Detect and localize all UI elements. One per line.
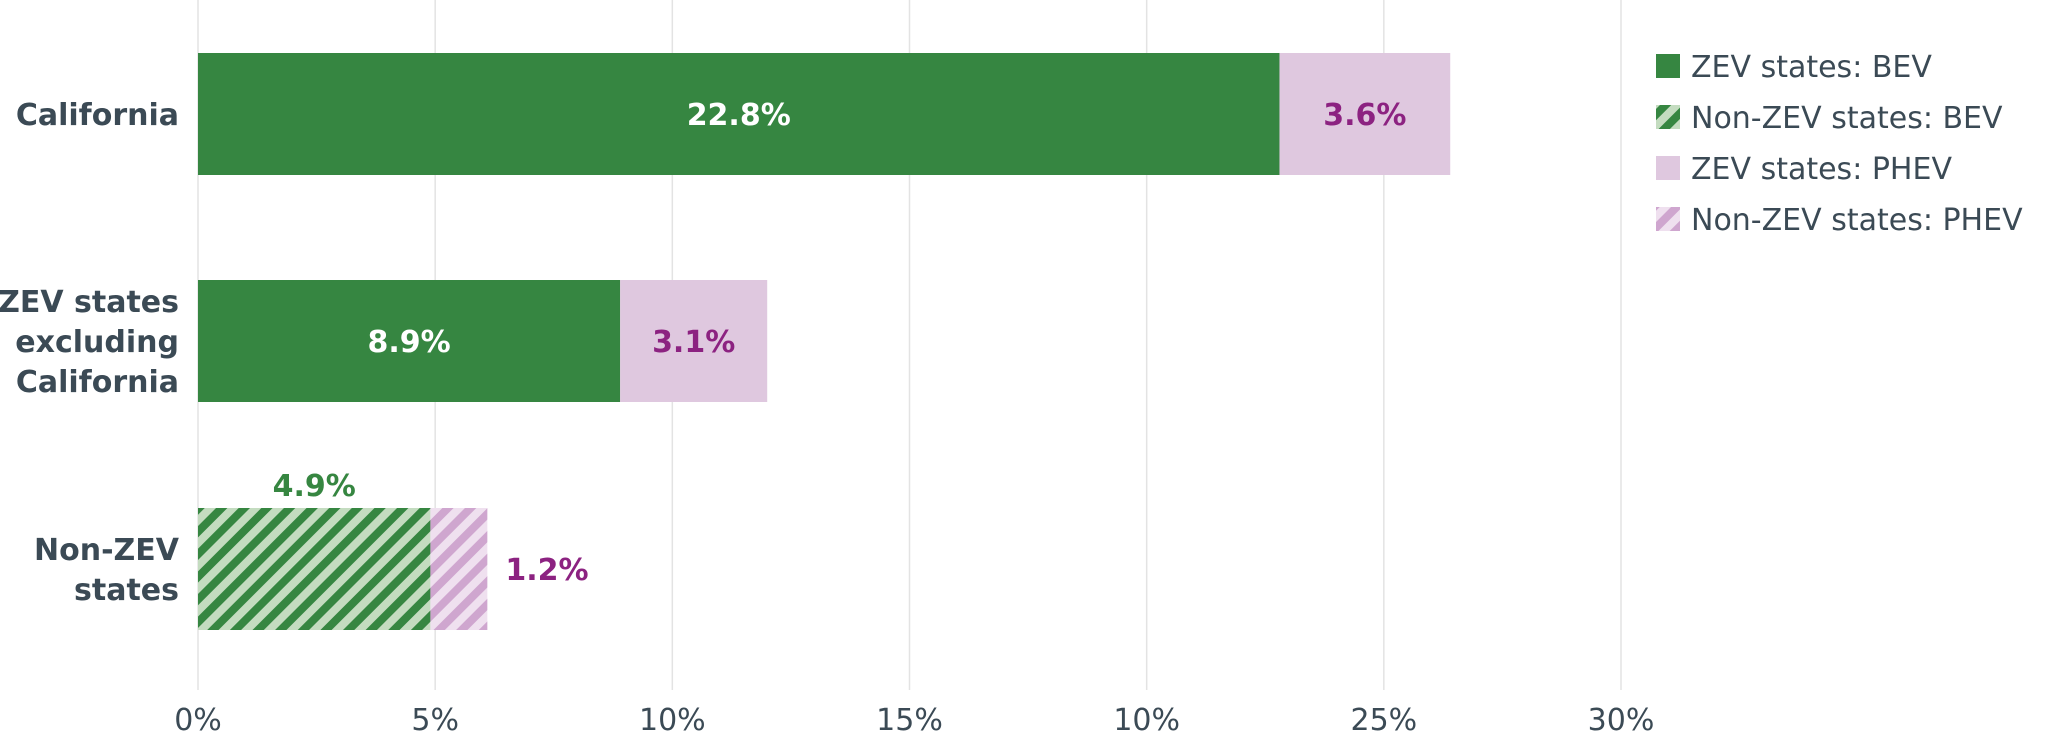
x-tick-label: 10% (639, 703, 706, 737)
legend-label: Non-ZEV states: BEV (1691, 101, 2003, 136)
data-label: 4.9% (273, 469, 356, 504)
x-tick-label: 0% (174, 703, 222, 737)
category-labels: California ZEV states excluding California N… (0, 98, 180, 608)
bars (198, 53, 1451, 630)
legend-swatch (1656, 105, 1680, 129)
bar-segment (198, 280, 621, 402)
x-tick-label: 25% (1350, 703, 1417, 737)
x-tick-label: 15% (876, 703, 943, 737)
legend-label: Non-ZEV states: PHEV (1691, 203, 2023, 238)
category-label: ZEV states excluding California (0, 285, 179, 400)
data-label: 1.2% (505, 553, 588, 588)
x-axis-tick-labels: 0% 5% 10% 15% 10% 25% 30% (174, 703, 1654, 737)
data-labels: 22.8% 3.6% 8.9% 3.1% 4.9% 1.2% (273, 98, 1407, 588)
data-label: 3.6% (1323, 98, 1406, 133)
legend-label: ZEV states: BEV (1691, 50, 1932, 85)
category-label: Non-ZEV states (34, 533, 180, 608)
data-label: 8.9% (367, 325, 450, 360)
data-label: 22.8% (687, 98, 791, 133)
x-tick-label: 30% (1588, 703, 1655, 737)
legend-swatch (1656, 207, 1680, 231)
bar-segment (620, 280, 768, 402)
legend: ZEV states: BEV Non-ZEV states: BEV ZEV st… (1656, 50, 2023, 238)
bar-segment (430, 508, 488, 630)
x-tick-label: 5% (411, 703, 459, 737)
bar-segment (198, 508, 431, 630)
category-label: California (16, 98, 179, 133)
bar-segment (198, 53, 1280, 175)
data-label: 3.1% (652, 325, 735, 360)
bar-segment (1279, 53, 1451, 175)
legend-swatch (1656, 54, 1680, 78)
legend-label: ZEV states: PHEV (1691, 152, 1952, 187)
x-tick-label: 10% (1113, 703, 1180, 737)
legend-swatch (1656, 156, 1680, 180)
